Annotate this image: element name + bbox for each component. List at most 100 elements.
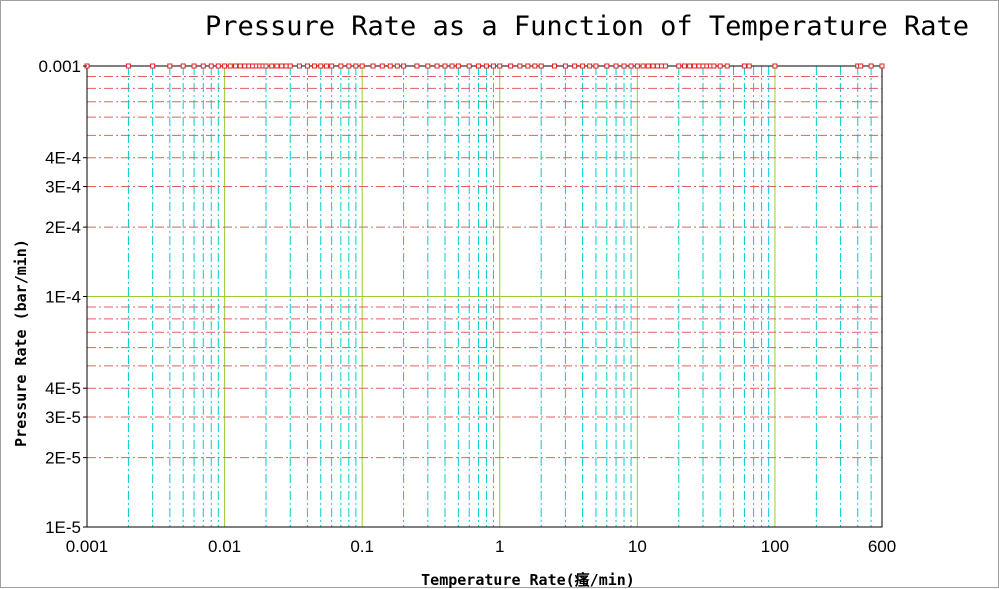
data-point — [475, 63, 481, 69]
y-tick-label: 0.001 — [38, 57, 81, 76]
data-point — [580, 63, 586, 69]
data-point — [681, 63, 687, 69]
data-point — [191, 63, 197, 69]
y-tick-label: 4E-4 — [45, 149, 81, 168]
data-point — [490, 63, 496, 69]
x-tick-label: 1 — [495, 537, 504, 556]
x-tick-label: 0.1 — [350, 537, 374, 556]
data-point — [434, 63, 440, 69]
data-point — [353, 63, 359, 69]
data-point — [587, 63, 593, 69]
data-point — [508, 63, 514, 69]
data-point — [263, 63, 269, 69]
data-point — [242, 63, 248, 69]
data-point — [650, 63, 656, 69]
y-tick-label: 1E-5 — [45, 518, 81, 537]
data-point — [425, 63, 431, 69]
data-point — [208, 63, 214, 69]
data-point — [746, 63, 752, 69]
data-point — [279, 63, 285, 69]
data-point — [232, 63, 238, 69]
data-point — [387, 63, 393, 69]
data-point — [338, 63, 344, 69]
y-tick-label: 3E-4 — [45, 178, 81, 197]
data-point — [483, 63, 489, 69]
data-point — [394, 63, 400, 69]
y-tick-label: 2E-4 — [45, 218, 81, 237]
data-point — [329, 63, 335, 69]
data-point — [572, 63, 578, 69]
x-tick-label: 600 — [868, 537, 896, 556]
data-point — [676, 63, 682, 69]
x-tick-label: 0.001 — [66, 537, 109, 556]
data-point — [370, 63, 376, 69]
data-point — [269, 63, 275, 69]
data-point — [323, 63, 329, 69]
data-point — [868, 63, 874, 69]
data-point — [414, 63, 420, 69]
y-tick-label: 3E-5 — [45, 408, 81, 427]
chart-title: Pressure Rate as a Function of Temperatu… — [205, 11, 969, 42]
data-point — [858, 63, 864, 69]
x-tick-label: 10 — [628, 537, 647, 556]
data-point — [283, 63, 289, 69]
data-point — [640, 63, 646, 69]
data-point — [304, 63, 310, 69]
data-point — [401, 63, 407, 69]
x-axis-label: Temperature Rate(瘙/min) — [421, 571, 635, 589]
data-point — [772, 63, 778, 69]
data-point — [200, 63, 206, 69]
data-point — [741, 63, 747, 69]
data-point — [180, 63, 186, 69]
data-point — [222, 63, 228, 69]
data-point — [711, 63, 717, 69]
data-point — [466, 63, 472, 69]
data-point — [497, 63, 503, 69]
data-point — [311, 63, 317, 69]
y-tick-label: 2E-5 — [45, 449, 81, 468]
y-tick-label: 1E-4 — [45, 288, 81, 307]
data-point — [455, 63, 461, 69]
data-point — [525, 63, 531, 69]
data-point — [359, 63, 365, 69]
y-axis-label: Pressure Rate (bar/min) — [12, 239, 30, 447]
data-point — [237, 63, 243, 69]
data-point — [604, 63, 610, 69]
data-point — [167, 63, 173, 69]
data-point — [346, 63, 352, 69]
y-tick-label: 4E-5 — [45, 379, 81, 398]
data-point — [449, 63, 455, 69]
data-point — [287, 63, 293, 69]
data-point — [691, 63, 697, 69]
data-point — [442, 63, 448, 69]
data-point — [613, 63, 619, 69]
x-tick-label: 100 — [761, 537, 789, 556]
tick-labels: 0.001 0.01 0.1 1 10 100 600 0.001 4E-4 3E-4 2E-4 1E… — [38, 57, 896, 556]
data-point — [274, 63, 280, 69]
data-point — [538, 63, 544, 69]
data-point — [552, 63, 558, 69]
data-point — [215, 63, 221, 69]
data-point — [125, 63, 131, 69]
data-markers — [84, 63, 885, 69]
data-point — [634, 63, 640, 69]
data-point — [687, 63, 693, 69]
data-point — [621, 63, 627, 69]
data-point — [879, 63, 885, 69]
data-point — [517, 63, 523, 69]
data-point — [379, 63, 385, 69]
data-point — [318, 63, 324, 69]
data-point — [717, 63, 723, 69]
data-point — [227, 63, 233, 69]
data-point — [696, 63, 702, 69]
data-point — [628, 63, 634, 69]
data-point — [532, 63, 538, 69]
data-point — [562, 63, 568, 69]
data-point — [150, 63, 156, 69]
data-point — [645, 63, 651, 69]
data-point — [593, 63, 599, 69]
grid — [87, 66, 882, 527]
data-point — [654, 63, 660, 69]
